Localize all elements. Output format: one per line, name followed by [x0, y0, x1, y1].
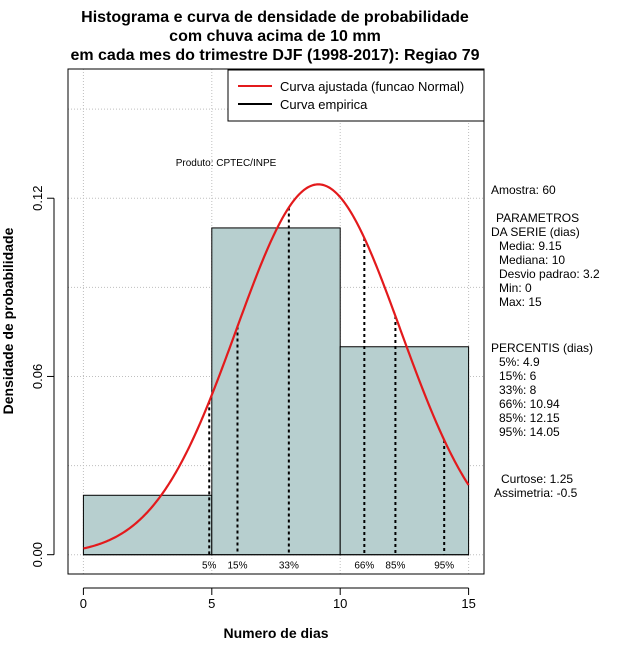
chart-title-line-3: em cada mes do trimestre DJF (1998-2017)… — [70, 47, 479, 64]
percentile-label-1: 15% — [227, 561, 247, 572]
x-tick-label-1: 5 — [208, 596, 215, 611]
plot-frame — [67, 68, 485, 575]
statistics-panel: Amostra: 60 PARAMETROS DA SERIE (dias) M… — [491, 183, 600, 500]
y-tick-label-2: 0.12 — [30, 186, 45, 211]
params-title: PARAMETROS — [496, 211, 579, 225]
x-tick-label-3: 15 — [461, 596, 475, 611]
legend: Curva ajustada (funcao Normal) Curva emp… — [227, 69, 485, 122]
percentile-label-0: 5% — [202, 561, 217, 572]
percentiles-title: PERCENTIS (dias) — [491, 341, 593, 355]
axes: 0 5 10 15 0.00 0.06 0.12 — [30, 186, 476, 611]
x-tick-label-0: 0 — [80, 596, 87, 611]
kurtosis: Curtose: 1.25 — [501, 472, 573, 486]
sample-size: Amostra: 60 — [491, 183, 556, 197]
params-subtitle: DA SERIE (dias) — [491, 225, 580, 239]
y-tick-label-0: 0.00 — [30, 542, 45, 567]
normal-curve-layer — [83, 183, 470, 550]
histogram-bar-2 — [339, 346, 470, 556]
x-tick-label-2: 10 — [333, 596, 347, 611]
x-axis-label: Numero de dias — [223, 625, 328, 641]
normal-curve-line — [83, 183, 470, 550]
histogram-bar-0 — [82, 494, 213, 556]
param-median: Mediana: 10 — [499, 253, 565, 267]
percentile-95: 95%: 14.05 — [499, 425, 560, 439]
percentile-label-5: 95% — [434, 561, 454, 572]
legend-label-empirical: Curva empirica — [280, 97, 368, 112]
percentile-66: 66%: 10.94 — [499, 397, 560, 411]
histogram-bars — [82, 227, 470, 556]
legend-box — [227, 69, 485, 122]
percentile-label-3: 66% — [354, 561, 374, 572]
param-mean: Media: 9.15 — [499, 239, 562, 253]
percentile-85: 85%: 12.15 — [499, 411, 560, 425]
chart-title-line-1: Histograma e curva de densidade de proba… — [81, 9, 469, 26]
percentile-label-4: 85% — [385, 561, 405, 572]
legend-label-normal: Curva ajustada (funcao Normal) — [280, 79, 464, 94]
skewness: Assimetria: -0.5 — [494, 486, 578, 500]
chart-title-line-2: com chuva acima de 10 mm — [169, 28, 381, 45]
y-tick-label-1: 0.06 — [30, 364, 45, 389]
y-axis-label: Densidade de probabilidade — [0, 227, 16, 414]
product-annotation: Produto: CPTEC/INPE — [176, 158, 277, 169]
percentile-markers: 5% 15% 33% 66% 85% 95% — [202, 207, 454, 572]
param-sd: Desvio padrao: 3.2 — [499, 267, 600, 281]
percentile-label-2: 33% — [279, 561, 299, 572]
percentile-33: 33%: 8 — [499, 383, 537, 397]
percentile-15: 15%: 6 — [499, 369, 537, 383]
histogram-bar-1 — [211, 227, 341, 556]
param-max: Max: 15 — [499, 295, 542, 309]
percentile-5: 5%: 4.9 — [499, 355, 540, 369]
param-min: Min: 0 — [499, 281, 532, 295]
